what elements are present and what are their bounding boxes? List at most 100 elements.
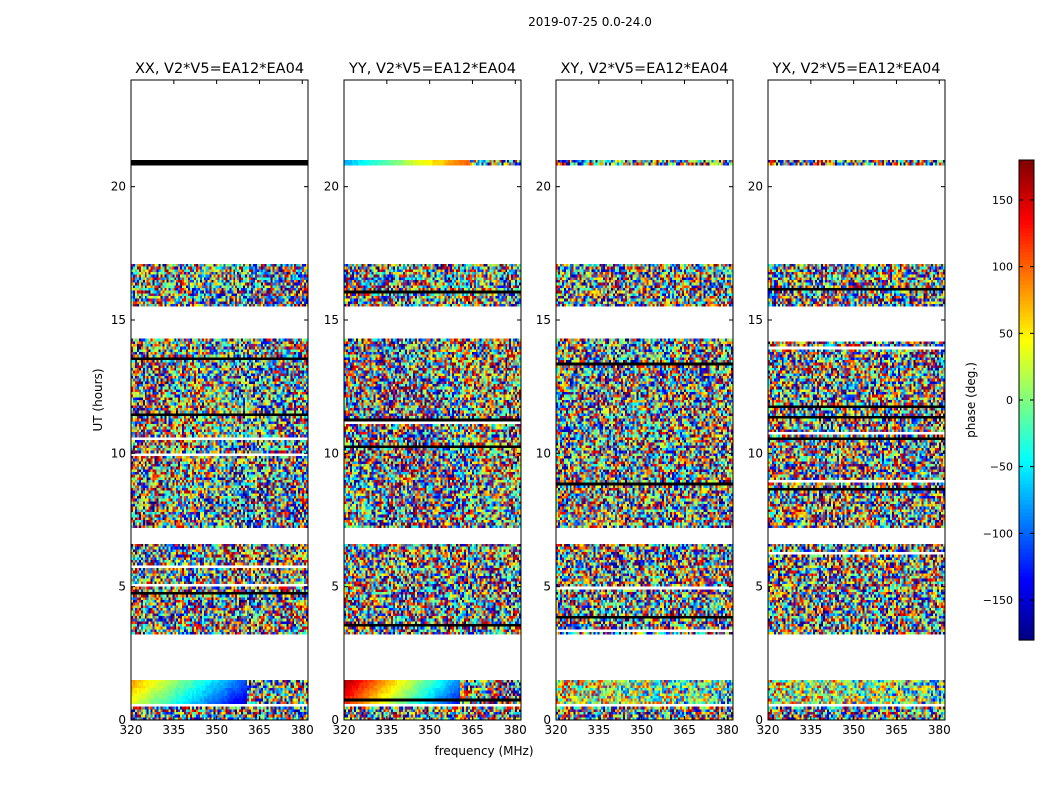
colorbar-segment	[1019, 380, 1034, 385]
panel-frame	[555, 79, 734, 721]
colorbar-segment	[1019, 384, 1034, 389]
colorbar-segment	[1019, 316, 1034, 321]
x-tick-label: 335	[587, 723, 610, 737]
colorbar-segment	[1019, 572, 1034, 577]
colorbar-segment	[1019, 628, 1034, 633]
x-tick-label: 320	[120, 723, 143, 737]
colorbar-segment	[1019, 292, 1034, 297]
colorbar-segment	[1019, 180, 1034, 185]
colorbar-segment	[1019, 284, 1034, 289]
colorbar-segment	[1019, 624, 1034, 629]
colorbar-segment	[1019, 204, 1034, 209]
y-tick-label: 0	[118, 713, 126, 727]
colorbar-segment	[1019, 488, 1034, 493]
colorbar-segment	[1019, 564, 1034, 569]
y-tick-label: 10	[536, 446, 551, 460]
colorbar-tick-label: −50	[990, 461, 1013, 474]
colorbar-tick-label: −150	[983, 594, 1013, 607]
colorbar-segment	[1019, 256, 1034, 261]
colorbar-tick-label: 0	[1006, 394, 1013, 407]
colorbar-segment	[1019, 532, 1034, 537]
panel-frame	[767, 79, 946, 721]
colorbar-segment	[1019, 476, 1034, 481]
y-tick-label: 15	[748, 313, 763, 327]
colorbar-tick-label: 150	[992, 194, 1013, 207]
colorbar-segment	[1019, 288, 1034, 293]
x-tick-label: 335	[162, 723, 185, 737]
colorbar-segment	[1019, 224, 1034, 229]
colorbar-segment	[1019, 440, 1034, 445]
x-tick-label: 350	[842, 723, 865, 737]
colorbar-segment	[1019, 448, 1034, 453]
colorbar-segment	[1019, 320, 1034, 325]
y-tick-label: 15	[324, 313, 339, 327]
colorbar-segment	[1019, 592, 1034, 597]
panel-xx: XX, V2*V5=EA12*EA04 320 335 350 365 380 0 5 10 15…	[111, 61, 314, 737]
y-axis-label: UT (hours)	[91, 368, 105, 431]
colorbar-segment	[1019, 608, 1034, 613]
colorbar-segment	[1019, 260, 1034, 265]
colorbar-segment	[1019, 268, 1034, 273]
colorbar-segment	[1019, 524, 1034, 529]
colorbar-segment	[1019, 244, 1034, 249]
colorbar-segment	[1019, 340, 1034, 345]
colorbar-segment	[1019, 432, 1034, 437]
colorbar-segment	[1019, 192, 1034, 197]
x-tick-label: 365	[461, 723, 484, 737]
colorbar-segment	[1019, 536, 1034, 541]
colorbar-segment	[1019, 336, 1034, 341]
colorbar-segment	[1019, 620, 1034, 625]
y-tick-label: 10	[111, 446, 126, 460]
y-tick-label: 5	[543, 580, 551, 594]
y-tick-label: 20	[324, 180, 339, 194]
x-tick-label: 335	[375, 723, 398, 737]
panel-heatmap-yy	[344, 80, 521, 720]
y-tick-label: 10	[748, 446, 763, 460]
colorbar-segment	[1019, 636, 1034, 641]
colorbar-segment	[1019, 416, 1034, 421]
colorbar-segment	[1019, 272, 1034, 277]
x-tick-label: 335	[799, 723, 822, 737]
x-tick-label: 350	[418, 723, 441, 737]
colorbar-segment	[1019, 468, 1034, 473]
colorbar-segment	[1019, 188, 1034, 193]
colorbar-segment	[1019, 460, 1034, 465]
colorbar-segment	[1019, 600, 1034, 605]
colorbar-tick-label: 50	[999, 327, 1013, 340]
y-tick-label: 0	[543, 713, 551, 727]
colorbar-segment	[1019, 556, 1034, 561]
colorbar-segment	[1019, 168, 1034, 173]
colorbar-segment	[1019, 400, 1034, 405]
colorbar-segment	[1019, 436, 1034, 441]
x-axis-label: frequency (MHz)	[434, 744, 533, 758]
colorbar-segment	[1019, 428, 1034, 433]
colorbar-segment	[1019, 388, 1034, 393]
colorbar-segment	[1019, 500, 1034, 505]
colorbar-segment	[1019, 228, 1034, 233]
colorbar-segment	[1019, 512, 1034, 517]
y-tick-label: 5	[755, 580, 763, 594]
colorbar-segment	[1019, 352, 1034, 357]
colorbar-segment	[1019, 360, 1034, 365]
colorbar-tick-label: −100	[983, 527, 1013, 540]
colorbar-segment	[1019, 296, 1034, 301]
colorbar-segment	[1019, 584, 1034, 589]
colorbar-segment	[1019, 612, 1034, 617]
panel-xy: XY, V2*V5=EA12*EA04 320 335 350 365 380 0 5 10 15…	[536, 61, 739, 737]
x-tick-label: 380	[291, 723, 314, 737]
colorbar-segment	[1019, 560, 1034, 565]
y-tick-label: 15	[111, 313, 126, 327]
colorbar-segment	[1019, 364, 1034, 369]
colorbar-segment	[1019, 576, 1034, 581]
colorbar-segment	[1019, 300, 1034, 305]
colorbar-segment	[1019, 252, 1034, 257]
colorbar-segment	[1019, 616, 1034, 621]
colorbar-segment	[1019, 520, 1034, 525]
colorbar-segment	[1019, 208, 1034, 213]
x-tick-label: 320	[757, 723, 780, 737]
colorbar-segment	[1019, 312, 1034, 317]
colorbar-tick-label: 100	[992, 261, 1013, 274]
panel-frame	[130, 79, 309, 721]
panel-title: XX, V2*V5=EA12*EA04	[135, 61, 304, 77]
